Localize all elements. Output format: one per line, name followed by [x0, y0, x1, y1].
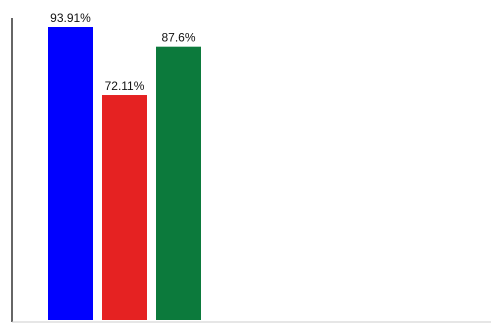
bar-value-label-2: 72.11% — [105, 79, 145, 93]
bar-1 — [48, 27, 93, 321]
bar-value-label-3: 87.6% — [161, 31, 195, 45]
bar-value-label-1: 93.91% — [50, 11, 91, 25]
bars-layer — [48, 27, 201, 321]
bar-3 — [156, 46, 201, 321]
bar-2 — [102, 95, 147, 320]
labels-layer: 93.91% 72.11% 87.6% — [50, 11, 196, 93]
